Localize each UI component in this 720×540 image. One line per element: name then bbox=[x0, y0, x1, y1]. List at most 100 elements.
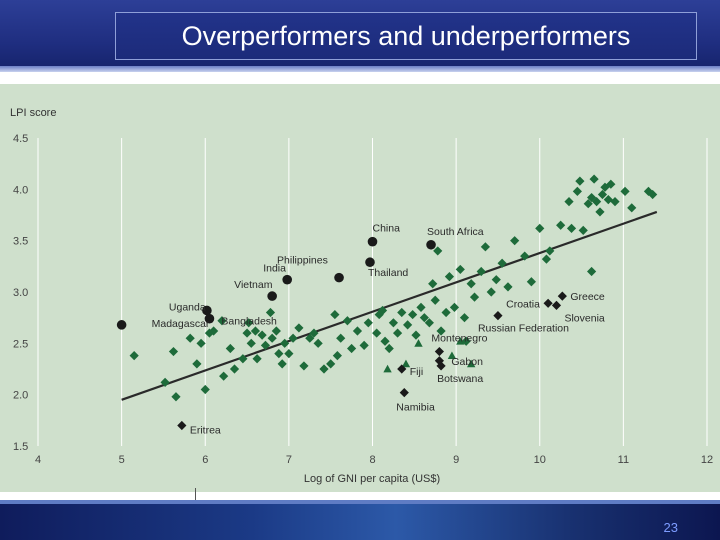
data-point-diamond bbox=[541, 254, 552, 264]
data-point-diamond bbox=[461, 336, 471, 346]
data-point-diamond bbox=[196, 338, 206, 348]
data-point-diamond bbox=[510, 236, 520, 246]
data-point-diamond bbox=[416, 302, 426, 312]
y-tick-label: 4.0 bbox=[13, 184, 28, 196]
data-point-diamond bbox=[566, 223, 577, 233]
data-point-diamond bbox=[280, 338, 290, 348]
data-point-diamond bbox=[330, 309, 340, 320]
point-label-greece: Greece bbox=[570, 291, 605, 303]
data-point-diamond bbox=[372, 328, 382, 338]
point-uganda bbox=[202, 305, 212, 316]
data-point-diamond bbox=[284, 349, 294, 359]
data-point-diamond bbox=[403, 320, 413, 330]
data-point-diamond bbox=[469, 292, 480, 302]
data-point-diamond bbox=[313, 338, 323, 348]
data-point-diamond bbox=[171, 392, 181, 402]
y-tick-label: 2.0 bbox=[13, 390, 28, 402]
data-point-diamond bbox=[600, 182, 610, 192]
data-point-diamond bbox=[466, 279, 476, 289]
x-tick-label: 10 bbox=[534, 454, 546, 466]
trend-line bbox=[121, 210, 658, 401]
divider-line bbox=[195, 488, 196, 502]
trend-layer bbox=[121, 210, 658, 401]
data-point-diamond bbox=[129, 351, 139, 361]
data-point-diamond bbox=[648, 189, 658, 200]
data-point-diamond bbox=[229, 364, 240, 374]
point-label-slovenia: Slovenia bbox=[564, 312, 604, 324]
data-point-diamond bbox=[535, 223, 545, 233]
y-axis-label: LPI score bbox=[10, 107, 56, 119]
data-point-diamond bbox=[486, 287, 496, 297]
data-point-diamond bbox=[363, 318, 373, 328]
data-point-diamond bbox=[380, 336, 390, 346]
data-point-diamond bbox=[332, 351, 342, 361]
point-label-gabon: Gabon bbox=[451, 356, 483, 368]
point-botswana bbox=[436, 361, 446, 371]
data-point-diamond bbox=[497, 258, 507, 268]
data-point-diamond bbox=[564, 197, 574, 207]
data-point-diamond bbox=[424, 318, 434, 328]
point-bangladesh bbox=[204, 313, 215, 324]
y-tick-label: 4.5 bbox=[13, 133, 28, 145]
point-fiji bbox=[397, 364, 407, 374]
data-point-diamond bbox=[271, 326, 281, 336]
data-point-diamond bbox=[388, 318, 399, 328]
point-label-namibia: Namibia bbox=[396, 402, 435, 414]
data-point-diamond bbox=[603, 195, 613, 205]
page-number: 23 bbox=[663, 520, 678, 535]
point-india bbox=[282, 274, 293, 285]
data-point-diamond bbox=[575, 176, 585, 186]
data-point-diamond bbox=[430, 295, 440, 305]
data-point-diamond bbox=[342, 316, 353, 326]
point-gabon bbox=[434, 356, 444, 366]
data-point-diamond bbox=[419, 313, 429, 323]
x-tick-label: 11 bbox=[618, 454, 629, 466]
data-point-diamond bbox=[606, 179, 616, 189]
data-point-diamond bbox=[610, 197, 620, 207]
data-point-diamond bbox=[192, 359, 202, 369]
point-russian-federation bbox=[493, 311, 503, 321]
data-point-diamond bbox=[384, 343, 394, 354]
data-point-diamond bbox=[260, 340, 271, 350]
point-label-bangladesh: Bangladesh bbox=[221, 316, 277, 328]
data-point-diamond bbox=[408, 309, 418, 320]
x-tick-label: 5 bbox=[119, 454, 125, 466]
data-point-diamond bbox=[238, 354, 248, 364]
point-vietnam bbox=[267, 291, 277, 301]
data-point-diamond bbox=[346, 343, 357, 354]
data-point-diamond bbox=[556, 220, 566, 230]
data-point-diamond bbox=[589, 174, 599, 184]
point-croatia bbox=[543, 298, 553, 308]
point-label-india: India bbox=[263, 263, 286, 275]
data-point-diamond bbox=[397, 307, 407, 318]
footer-bar: 23 bbox=[0, 500, 720, 540]
data-point-diamond bbox=[449, 302, 460, 312]
data-point-diamond bbox=[392, 328, 403, 338]
data-point-diamond bbox=[455, 264, 465, 275]
data-point-diamond bbox=[185, 333, 195, 343]
data-point-diamond bbox=[277, 359, 287, 369]
point-label-philippines: Philippines bbox=[277, 255, 328, 267]
data-point-triangle bbox=[466, 359, 476, 368]
data-point-diamond bbox=[491, 275, 501, 285]
y-tick-label: 3.5 bbox=[13, 236, 28, 248]
point-eritrea bbox=[177, 420, 187, 431]
point-south-africa bbox=[426, 239, 436, 250]
data-point-diamond bbox=[160, 377, 170, 387]
data-point-diamond bbox=[476, 266, 486, 277]
x-tick-label: 9 bbox=[453, 454, 459, 466]
point-label-uganda: Uganda bbox=[169, 301, 206, 313]
data-point-triangle bbox=[414, 339, 423, 347]
point-greece bbox=[557, 291, 567, 301]
point-slovenia bbox=[551, 300, 562, 310]
point-label-south-africa: South Africa bbox=[427, 226, 484, 238]
data-point-diamond bbox=[299, 361, 309, 371]
point-montenegro bbox=[434, 346, 444, 357]
axis-layer: 4 5 6 7 8 9 10 11 12 1.5 2.0 2.5 3.0 3.5 4.0 4.5 bbox=[13, 133, 713, 466]
data-point-diamond bbox=[288, 333, 298, 343]
data-point-diamond bbox=[459, 313, 470, 323]
data-point-diamond bbox=[627, 203, 637, 213]
data-point-diamond bbox=[595, 207, 605, 217]
data-point-diamond bbox=[520, 251, 530, 261]
data-point-diamond bbox=[274, 349, 284, 359]
